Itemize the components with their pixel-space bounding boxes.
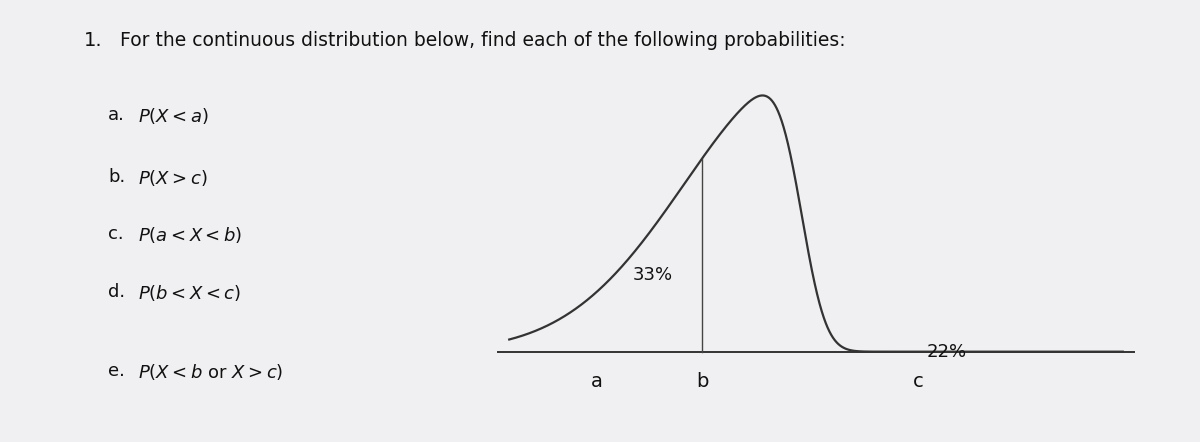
Text: 22%: 22% [928, 343, 967, 361]
Text: b: b [696, 372, 708, 391]
Text: a.: a. [108, 106, 125, 124]
Text: a: a [590, 372, 602, 391]
Text: $P(X > c)$: $P(X > c)$ [138, 168, 208, 188]
Text: $P(a < X < b)$: $P(a < X < b)$ [138, 225, 242, 245]
Text: 1.: 1. [84, 31, 103, 50]
Text: $P(b < X < c)$: $P(b < X < c)$ [138, 283, 241, 303]
Text: c: c [913, 372, 924, 391]
Text: b.: b. [108, 168, 125, 186]
Text: $P(X < b$ $\mathrm{or}$ $X > c)$: $P(X < b$ $\mathrm{or}$ $X > c)$ [138, 362, 283, 382]
Text: c.: c. [108, 225, 124, 244]
Text: $P(X < a)$: $P(X < a)$ [138, 106, 209, 126]
Text: e.: e. [108, 362, 125, 381]
Text: d.: d. [108, 283, 125, 301]
Text: For the continuous distribution below, find each of the following probabilities:: For the continuous distribution below, f… [120, 31, 846, 50]
Text: 33%: 33% [632, 266, 672, 284]
